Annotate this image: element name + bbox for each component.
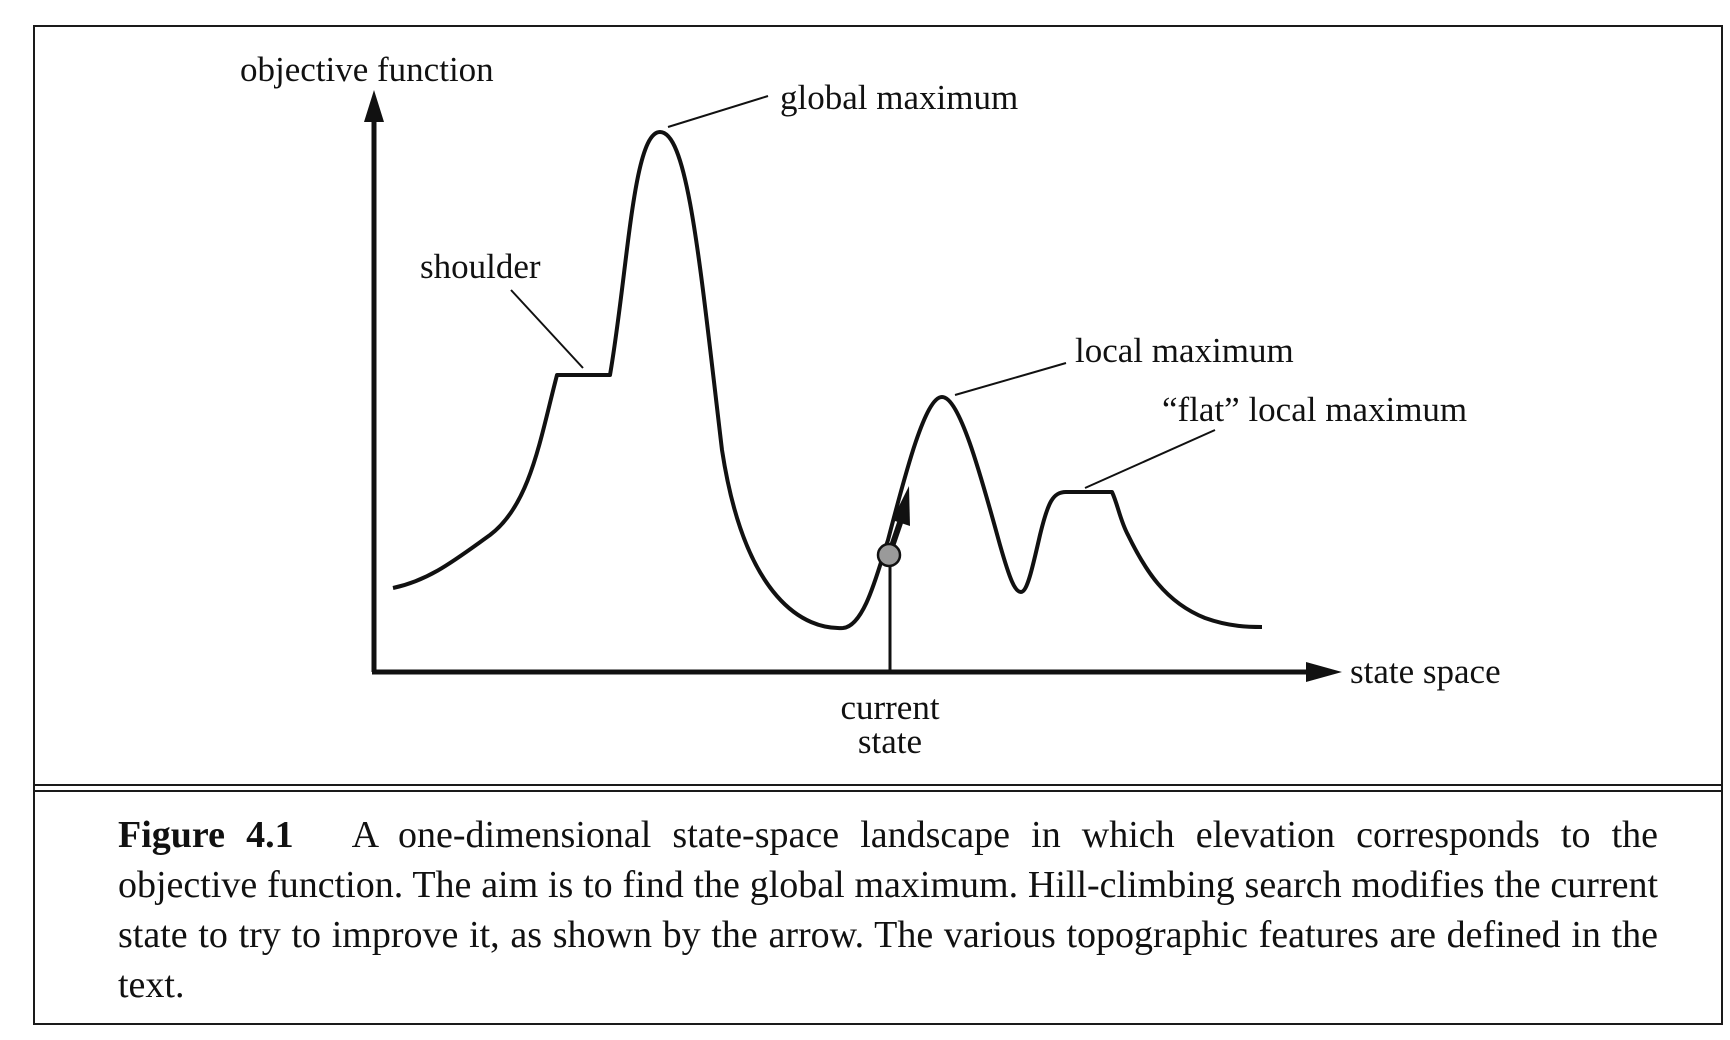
y-axis-arrowhead [364, 90, 384, 122]
landscape-curve [392, 130, 1263, 631]
caption-text: A one-dimensional state-space landscape … [118, 814, 1659, 1006]
figure-number: Figure 4.1 [118, 814, 294, 856]
local-maximum-label: local maximum [1075, 331, 1294, 370]
flat-local-maximum-leader [1084, 429, 1216, 489]
current-state-label-line1: current [840, 688, 939, 727]
x-axis-arrowhead [1306, 662, 1342, 682]
caption-divider-bottom [33, 790, 1723, 792]
shoulder-leader [510, 289, 584, 369]
local-maximum-leader [954, 362, 1067, 396]
global-maximum-label: global maximum [780, 78, 1018, 117]
x-axis-label: state space [1350, 652, 1501, 691]
current-state-label-line2: state [858, 722, 922, 761]
caption-divider-top [33, 784, 1723, 786]
hill-climbing-arrowhead [892, 486, 910, 526]
flat-local-maximum-label: “flat” local maximum [1162, 390, 1467, 429]
figure-frame [33, 25, 1723, 1025]
global-maximum-leader [667, 95, 769, 128]
figure-caption: Figure 4.1 A one-dimensional state-space … [118, 810, 1658, 1010]
y-axis-label: objective function [240, 50, 494, 89]
current-state-marker [876, 542, 902, 568]
shoulder-label: shoulder [420, 247, 541, 286]
